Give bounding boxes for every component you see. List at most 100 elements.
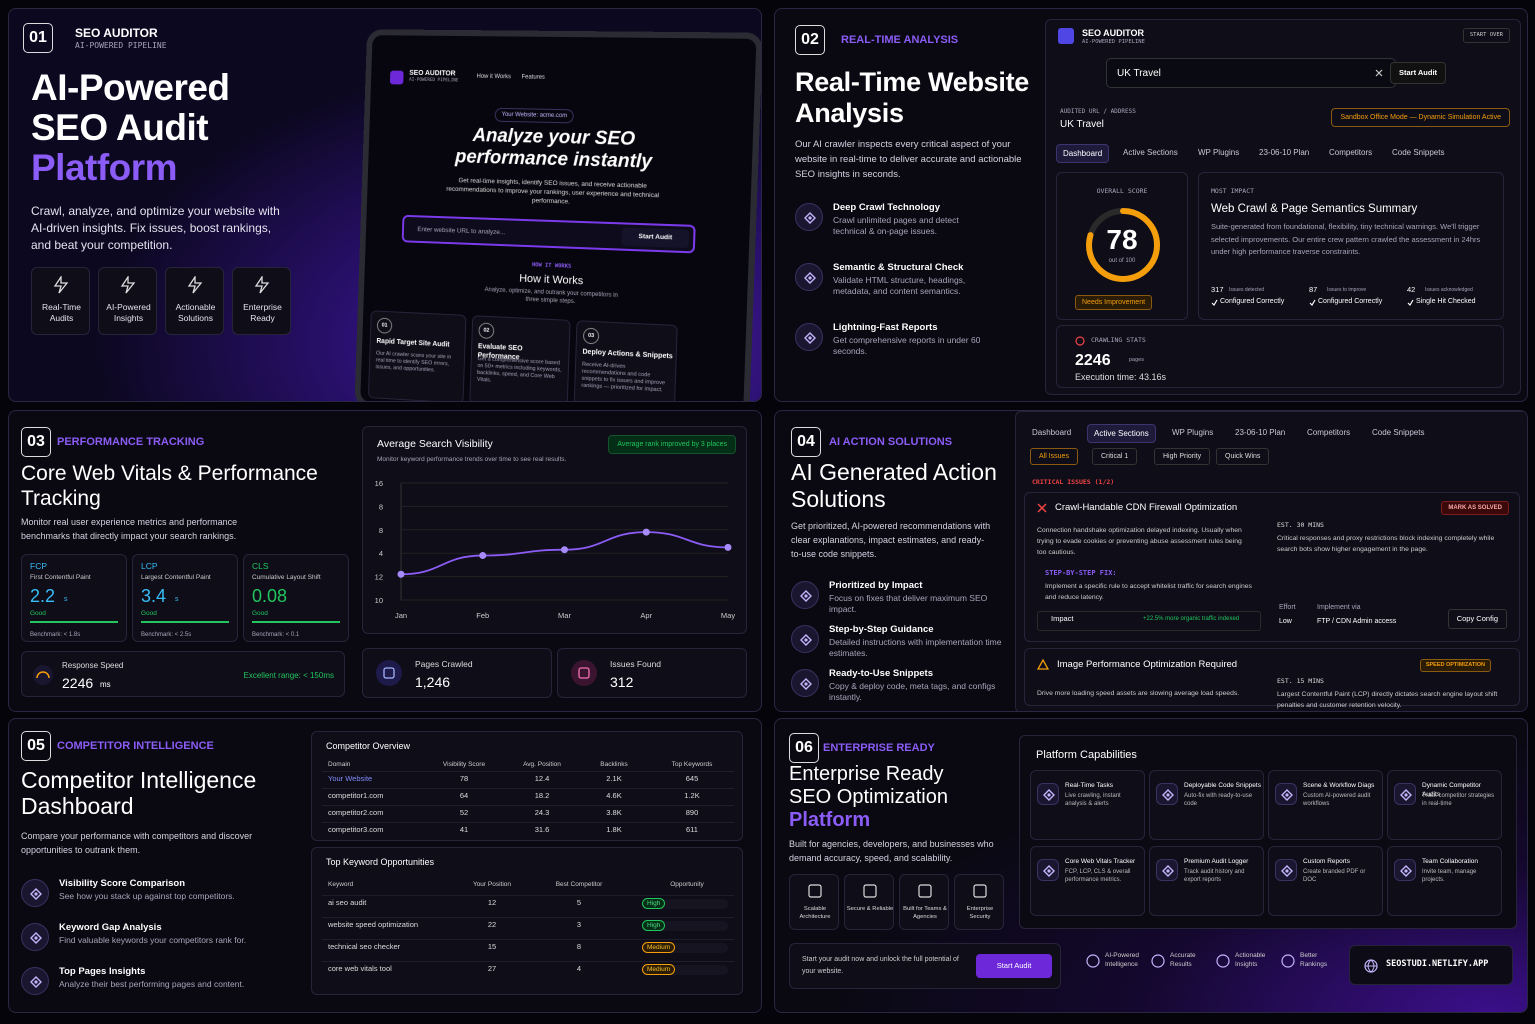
capability-text: Live crawling, instant analysis & alerts (1065, 793, 1121, 807)
tab[interactable]: 23-06-10 Plan (1235, 428, 1286, 437)
button[interactable]: Start Audit (621, 227, 690, 249)
tab[interactable]: Active Sections (1123, 148, 1178, 157)
capability-text: Auto-fix with ready-to-use code (1184, 793, 1253, 807)
icon-glyph (1162, 789, 1174, 801)
vital-unit: s (175, 596, 179, 603)
feature-card: Built for Teams & Agencies (899, 874, 949, 930)
table-cell: 3 (576, 920, 582, 929)
implement-value: FTP / CDN Admin access (1317, 618, 1397, 625)
table-cell: 18.2 (534, 791, 550, 800)
tab[interactable]: WP Plugins (1198, 148, 1240, 157)
step-num: 02 (478, 322, 495, 340)
icon-glyph (30, 932, 42, 944)
tab[interactable]: Competitors (1307, 428, 1351, 437)
stat-check: Configured Correctly (1220, 298, 1285, 305)
feature-card: Scalable Architecture (789, 874, 839, 930)
cta-text: Start your audit now and unlock the full… (802, 956, 959, 975)
score-ring (1086, 208, 1160, 282)
vital-bench: Benchmark: < 2.5s (141, 632, 192, 638)
stat-num: 87 (1309, 285, 1318, 294)
response-label: Response Speed (62, 661, 124, 670)
tab[interactable]: Code Snippets (1372, 428, 1425, 437)
tab[interactable]: Competitors (1329, 148, 1373, 157)
feature-icon (863, 884, 877, 898)
filter[interactable]: All Issues (1030, 448, 1078, 465)
filter[interactable]: Quick Wins (1216, 448, 1270, 465)
vital-status: Good (252, 610, 268, 617)
icon (795, 323, 823, 351)
chart-title: Average Search Visibility (377, 438, 493, 450)
feature-icon (808, 884, 822, 898)
button[interactable]: MARK AS SOLVED (1441, 501, 1509, 515)
button[interactable]: Start Audit (1390, 62, 1447, 84)
tab[interactable]: Dashboard (1032, 428, 1072, 437)
table-cell: 4.6K (606, 791, 622, 800)
icon-glyph (30, 976, 42, 988)
section-description: Get prioritized, AI-powered recommendati… (791, 521, 991, 559)
stat-card: Issues Found 312 (557, 648, 747, 698)
effort-value: Low (1279, 618, 1292, 625)
app-window: Dashboard Active Sections WP Plugins 23-06-… (1015, 411, 1527, 711)
feature-card: AI-Powered Insights (98, 267, 157, 335)
icon-glyph (804, 332, 816, 344)
tab[interactable]: Dashboard (1056, 144, 1110, 163)
tab[interactable]: Active Sections (1087, 424, 1156, 443)
response-unit: ms (100, 680, 111, 689)
step-num: 01 (376, 317, 393, 334)
table-row-line (322, 961, 734, 962)
capability-text: Invite team, manage projects. (1422, 869, 1477, 883)
stat-check: Single Hit Checked (1416, 298, 1476, 305)
mock-brand-sub: AI-POWERED PIPELINE (408, 77, 459, 84)
crawl-card: CRAWLING STATS 2246 pages Execution time: 4… (1056, 325, 1504, 388)
feature-card: Enterprise Ready (232, 267, 291, 335)
table-header: Opportunity (670, 881, 704, 888)
table-row-line (322, 939, 734, 940)
button[interactable]: START OVER (1462, 28, 1510, 43)
icon-glyph (1043, 789, 1055, 801)
vital-bar (252, 621, 340, 623)
feature-card: Real-Time Audits (31, 267, 90, 335)
footer-icon (1086, 954, 1100, 968)
feature-label: Enterprise Security (966, 906, 994, 920)
stat-check: Configured Correctly (1318, 298, 1383, 305)
table-cell: 52 (459, 808, 469, 817)
tab[interactable]: Code Snippets (1392, 148, 1445, 157)
button[interactable]: Start Audit (976, 954, 1052, 978)
footer-item: AI-Powered Intelligence (1105, 952, 1139, 968)
opportunity-track (642, 899, 728, 909)
issue-card: Image Performance Optimization Required S… (1024, 648, 1520, 709)
table-cell: 1.2K (684, 791, 700, 800)
feature-text: Copy & deploy code, meta tags, and confi… (829, 681, 996, 702)
step-card: 03 Deploy Actions & Snippets Receive AI-dr… (573, 320, 678, 401)
table-cell: competitor1.com (328, 791, 384, 800)
feature-label: Actionable Solutions (175, 302, 216, 323)
implement-label: Implement via (1317, 604, 1361, 611)
section-description: Monitor real user experience metrics and… (21, 517, 238, 541)
table-row-line (322, 917, 734, 918)
filter[interactable]: High Priority (1154, 448, 1211, 465)
stat-label: Issues detected (1229, 287, 1265, 293)
opportunity-badge: High (642, 920, 666, 931)
table-cell: technical seo checker (328, 942, 401, 951)
crawl-value: 2246 (1075, 352, 1111, 369)
tab[interactable]: WP Plugins (1172, 428, 1214, 437)
impact-label: Impact (1051, 614, 1074, 623)
response-value: 2246 (62, 675, 94, 691)
section-number: 02 (795, 25, 825, 55)
line-chart: 10 12 4 8 8 16 Jan Feb Mar Apr May (375, 479, 736, 620)
table-cell: 12 (487, 898, 497, 907)
score-value: 78 (1106, 224, 1138, 255)
button[interactable]: Copy Config (1447, 609, 1507, 629)
icon (21, 923, 49, 951)
check-icon (1211, 299, 1218, 306)
step-text: Implement a specific rule to accept whit… (1045, 583, 1252, 601)
tab[interactable]: 23-06-10 Plan (1259, 148, 1310, 157)
capability: Core Web Vitals Tracker FCP, LCP, CLS & o… (1030, 846, 1145, 916)
icon-glyph (800, 678, 812, 690)
app-window: SEO AUDITOR AI-POWERED PIPELINE START OVER… (1045, 19, 1521, 395)
icon (791, 669, 819, 697)
filter[interactable]: Critical 1 (1092, 448, 1138, 465)
feature-card: Enterprise Security (954, 874, 1004, 930)
est-text: Critical responses and proxy restriction… (1277, 535, 1495, 553)
step-text: Receive AI-driven recommendations and co… (581, 361, 666, 394)
